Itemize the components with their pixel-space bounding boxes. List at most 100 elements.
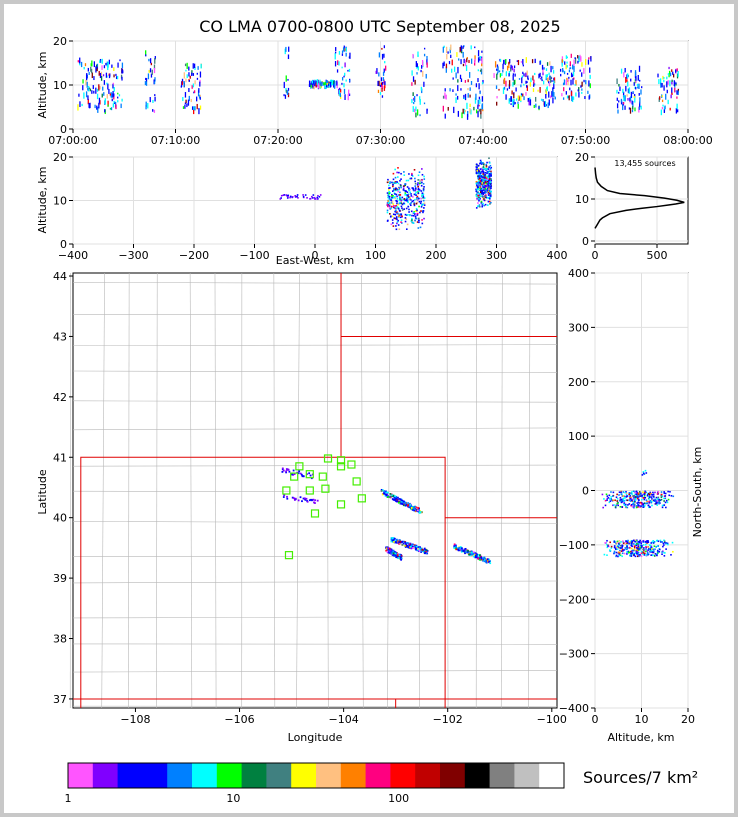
north-south-source xyxy=(666,542,669,545)
time-height-source xyxy=(568,95,570,101)
time-height-source xyxy=(199,105,202,110)
north-south-source xyxy=(609,541,612,544)
east-west-source xyxy=(411,175,414,177)
east-west-source xyxy=(488,189,490,192)
north-south-source xyxy=(634,552,637,554)
time-height-source xyxy=(663,85,665,91)
time-height-source xyxy=(542,67,544,73)
time-height-source xyxy=(525,92,527,96)
map-source xyxy=(391,537,394,539)
time-height-source xyxy=(505,72,507,77)
time-height-source xyxy=(588,80,590,87)
time-height-source xyxy=(95,87,97,94)
time-height-source xyxy=(512,99,514,106)
map-source xyxy=(471,554,473,557)
east-west-source xyxy=(403,174,406,176)
north-south-source xyxy=(663,539,665,542)
north-south-source xyxy=(620,491,622,494)
north-south-source xyxy=(615,504,617,507)
north-south-source xyxy=(652,542,655,544)
time-height-source xyxy=(662,104,664,107)
east-west-source xyxy=(476,198,478,200)
east-west-source xyxy=(479,197,481,200)
time-height-source xyxy=(321,81,323,84)
map-source-cluster xyxy=(390,537,429,555)
north-south-source xyxy=(615,548,617,551)
east-west-source xyxy=(485,167,488,170)
time-height-source xyxy=(381,95,384,98)
time-height-source xyxy=(534,72,536,76)
colorbar-cell xyxy=(340,763,367,788)
map-source xyxy=(309,474,312,477)
time-height-source xyxy=(411,70,413,76)
time-height-source xyxy=(616,103,619,109)
north-south-source xyxy=(638,492,641,495)
east-west-source xyxy=(413,211,415,213)
map-source xyxy=(391,498,394,500)
east-west-source xyxy=(486,188,489,191)
time-height-source xyxy=(659,78,662,84)
time-height-panel: 07:00:00 07:10:00 07:20:00 07:30:00 07:40:00… xyxy=(36,35,713,147)
map-source-cluster xyxy=(453,543,492,565)
time-height-source xyxy=(657,73,659,78)
map-source xyxy=(396,555,399,558)
north-south-source xyxy=(664,501,667,504)
time-height-source xyxy=(152,99,154,104)
time-height-source xyxy=(415,61,418,68)
time-height-source xyxy=(78,61,81,64)
time-height-source xyxy=(530,77,532,83)
north-south-source xyxy=(603,498,605,500)
time-height-source xyxy=(540,77,542,80)
north-south-source xyxy=(639,501,642,504)
east-west-source xyxy=(413,193,416,196)
map-source xyxy=(380,488,383,491)
time-height-source xyxy=(533,104,535,109)
north-south-source xyxy=(639,554,641,556)
time-height-source xyxy=(153,109,156,113)
north-south-source xyxy=(621,544,624,547)
time-height-source xyxy=(182,106,185,109)
time-height-source xyxy=(584,96,586,100)
north-south-source xyxy=(624,503,627,506)
map-source xyxy=(418,547,421,550)
time-height-source xyxy=(467,88,469,91)
time-height-source xyxy=(450,54,452,59)
time-height-source xyxy=(443,45,445,48)
time-height-source xyxy=(378,80,380,87)
north-south-source xyxy=(621,546,623,549)
north-south-source xyxy=(658,502,660,505)
time-height-source xyxy=(477,78,479,83)
time-height-source xyxy=(343,45,345,52)
east-west-source xyxy=(481,196,484,198)
latitude-axis-tick-label: 38 xyxy=(53,633,67,646)
time-height-source xyxy=(572,96,575,100)
north-south-source xyxy=(630,540,633,543)
east-west-source xyxy=(422,188,425,191)
north-south-source xyxy=(616,497,619,500)
east-west-source xyxy=(489,178,492,180)
time-height-source xyxy=(341,77,344,81)
east-west-source xyxy=(405,179,408,182)
time-height-source xyxy=(193,63,196,68)
time-height-source xyxy=(121,76,123,81)
time-height-source xyxy=(415,112,417,118)
time-height-source xyxy=(585,59,587,65)
map-source xyxy=(404,541,407,544)
time-height-source xyxy=(673,80,675,87)
east-west-source xyxy=(394,213,397,216)
time-height-source xyxy=(546,74,548,78)
north-south-source xyxy=(634,493,636,496)
east-west-source xyxy=(475,163,478,166)
time-height-source xyxy=(112,93,114,97)
north-south-source xyxy=(608,545,610,548)
map-source xyxy=(311,499,313,502)
map-source xyxy=(411,546,413,548)
time-height-source xyxy=(533,79,535,85)
east-west-source xyxy=(413,211,415,214)
time-height-source xyxy=(518,78,521,80)
time-height-source xyxy=(464,80,467,83)
north-south-source xyxy=(615,542,617,545)
time-height-source xyxy=(462,108,464,114)
north-south-source xyxy=(655,501,657,504)
east-west-axis-tick-label: 100 xyxy=(365,249,386,262)
